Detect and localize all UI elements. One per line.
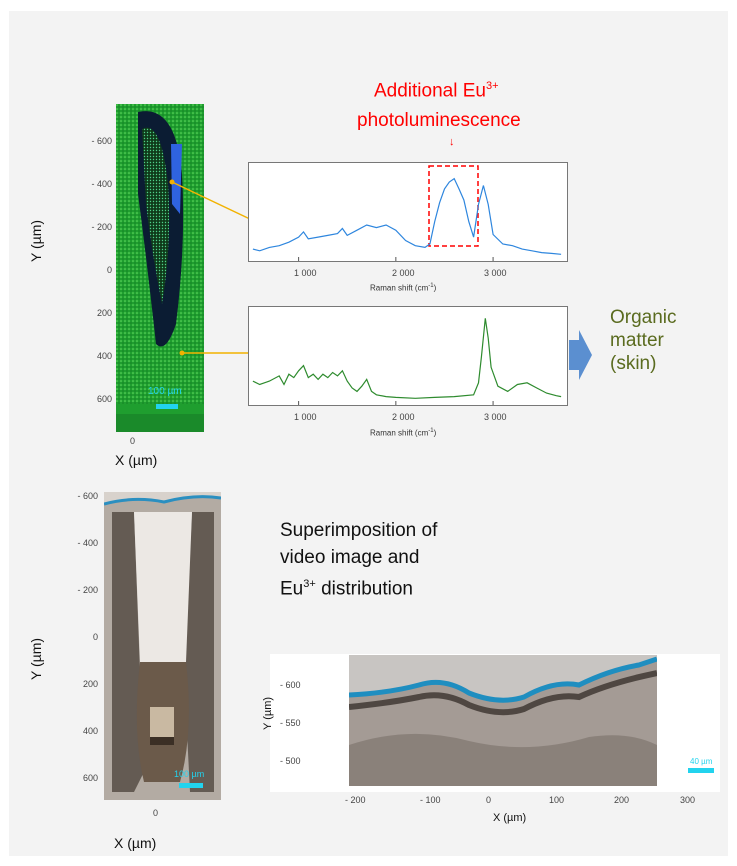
map3-y-axis-label: Y (µm) <box>262 696 274 730</box>
map2-y-tick: 400 <box>82 726 98 736</box>
map3-x-tick: - 100 <box>420 795 441 805</box>
spectrum-1-x-axis-label: Raman shift (cm-1) <box>370 283 437 293</box>
map1-scale-bar <box>156 404 178 409</box>
map2-x-tick: 0 <box>153 808 159 818</box>
spectrum-1-chart <box>248 162 568 262</box>
map3-y-tick-600: - 600 <box>280 680 301 690</box>
map2-y-tick: 600 <box>82 773 98 783</box>
map2-y-tick: - 600 <box>77 491 98 501</box>
map3-x-tick: 200 <box>614 795 630 805</box>
map2-x-axis-label: X (µm) <box>114 835 157 851</box>
map2-y-tick: 0 <box>92 632 98 642</box>
map3-x-tick: 300 <box>680 795 696 805</box>
spectrum-1-x-tick-1000: 1 000 <box>294 268 317 278</box>
spectrum-2-x-tick-1000: 1 000 <box>294 412 317 422</box>
map3-y-tick-550: - 550 <box>280 718 301 728</box>
map1-y-tick: 200 <box>96 308 112 318</box>
map3-x-axis-label: X (µm) <box>493 812 527 824</box>
map1-image <box>116 104 204 432</box>
map1-x-tick: 0 <box>130 436 136 446</box>
spectrum_eu_region-line <box>252 177 562 255</box>
spectrum_organic-line <box>252 318 562 399</box>
spectrum-1-x-tick-3000: 3 000 <box>484 268 507 278</box>
map1-y-tick: - 400 <box>91 179 112 189</box>
map2-y-axis-label: Y (µm) <box>28 637 44 680</box>
map1-y-tick: 400 <box>96 351 112 361</box>
spectrum-2-chart <box>248 306 568 406</box>
spectrum-2-x-tick-3000: 3 000 <box>484 412 507 422</box>
map2-y-tick: - 400 <box>77 538 98 548</box>
map1-x-axis-label: X (µm) <box>115 452 158 468</box>
map3-scale-label: 40 µm <box>690 757 713 766</box>
map1-y-tick: - 200 <box>91 222 112 232</box>
map3-scale-bar <box>688 768 714 773</box>
annotation-arrow-icon: ↓ <box>449 136 455 148</box>
map2-scale-bar <box>179 783 203 788</box>
map1-scale-label: 100 µm <box>148 386 182 397</box>
organic-arrow-icon <box>569 330 592 380</box>
map3-y-tick-500: - 500 <box>280 756 301 766</box>
map1-y-tick: 0 <box>106 265 112 275</box>
map2-y-tick: - 200 <box>77 585 98 595</box>
eu-annotation-line2: photoluminescence <box>357 110 521 131</box>
map2-y-tick: 200 <box>82 679 98 689</box>
eu-annotation-line1: Additional Eu3+ <box>374 80 499 102</box>
map3-x-tick: 100 <box>549 795 565 805</box>
map3-image <box>349 655 657 786</box>
spectrum-2-x-tick-2000: 2 000 <box>392 412 415 422</box>
map3-x-tick: 0 <box>486 795 492 805</box>
map1-y-tick: - 600 <box>91 136 112 146</box>
spectrum-1-x-tick-2000: 2 000 <box>392 268 415 278</box>
organic-matter-label: Organic matter (skin) <box>610 307 677 374</box>
map1-y-tick: 600 <box>96 394 112 404</box>
map2-scale-label: 100 µm <box>174 769 205 779</box>
spectrum-2-x-axis-label: Raman shift (cm-1) <box>370 428 437 438</box>
map2-image <box>104 492 221 800</box>
superimposition-caption: Superimposition of video image and Eu3+ … <box>280 520 438 600</box>
map3-x-tick: - 200 <box>345 795 366 805</box>
